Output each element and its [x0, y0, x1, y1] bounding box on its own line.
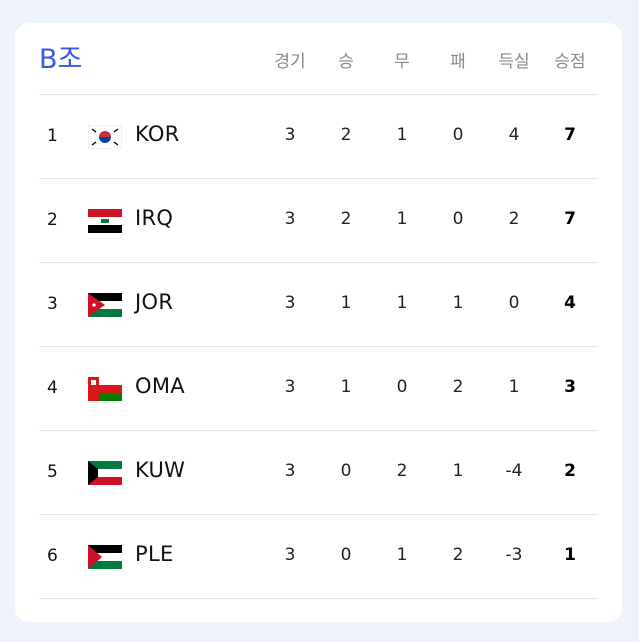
flag-palestine-icon — [88, 545, 122, 569]
flag-jordan-icon — [88, 293, 122, 317]
loss-cell: 1 — [452, 461, 464, 481]
played-cell: 3 — [284, 293, 296, 313]
goal-diff-cell: -3 — [505, 545, 523, 565]
goal-diff-cell: 4 — [508, 125, 520, 145]
divider — [39, 346, 598, 347]
draw-cell: 1 — [396, 125, 408, 145]
header-draw: 무 — [394, 52, 410, 72]
team-name: KUW — [135, 458, 186, 482]
goal-diff-cell: -4 — [505, 461, 523, 481]
points-cell: 2 — [564, 461, 576, 481]
loss-cell: 0 — [452, 209, 464, 229]
header-loss: 패 — [450, 52, 466, 72]
loss-cell: 2 — [452, 545, 464, 565]
group-title: B조 — [39, 44, 83, 75]
flag-korea-icon — [88, 125, 122, 149]
rank: 1 — [47, 126, 58, 146]
points-cell: 7 — [564, 125, 576, 145]
draw-cell: 0 — [396, 377, 408, 397]
draw-cell: 1 — [396, 209, 408, 229]
goal-diff-cell: 0 — [508, 293, 520, 313]
win-cell: 1 — [340, 377, 352, 397]
flag-iraq-icon — [88, 209, 122, 233]
loss-cell: 0 — [452, 125, 464, 145]
played-cell: 3 — [284, 377, 296, 397]
loss-cell: 1 — [452, 293, 464, 313]
divider — [39, 94, 598, 95]
table-row[interactable]: 1 KOR 3 2 1 0 4 7 — [15, 95, 622, 179]
table-row[interactable]: 3 JOR 3 1 1 1 0 4 — [15, 263, 622, 347]
divider — [39, 430, 598, 431]
flag-oman-icon — [88, 377, 122, 401]
table-row[interactable]: 2 IRQ 3 2 1 0 2 7 — [15, 179, 622, 263]
loss-cell: 2 — [452, 377, 464, 397]
header-win: 승 — [338, 52, 354, 72]
team-name: PLE — [135, 542, 174, 566]
goal-diff-cell: 2 — [508, 209, 520, 229]
divider — [39, 514, 598, 515]
header-goal-diff: 득실 — [498, 52, 530, 72]
win-cell: 0 — [340, 461, 352, 481]
goal-diff-cell: 1 — [508, 377, 520, 397]
header-played: 경기 — [274, 52, 306, 72]
draw-cell: 1 — [396, 293, 408, 313]
played-cell: 3 — [284, 545, 296, 565]
divider — [39, 598, 598, 599]
team-name: IRQ — [135, 206, 174, 230]
divider — [39, 262, 598, 263]
table-row[interactable]: 5 KUW 3 0 2 1 -4 2 — [15, 431, 622, 515]
team-name: KOR — [135, 122, 180, 146]
team-name: JOR — [135, 290, 174, 314]
rank: 2 — [47, 210, 58, 230]
standings-card: B조 경기 승 무 패 득실 승점 1 KOR 3 2 1 0 4 7 — [15, 23, 622, 622]
points-cell: 1 — [564, 545, 576, 565]
win-cell: 1 — [340, 293, 352, 313]
table-row[interactable]: 6 PLE 3 0 1 2 -3 1 — [15, 515, 622, 599]
flag-kuwait-icon — [88, 461, 122, 485]
table-row[interactable]: 4 OMA 3 1 0 2 1 3 — [15, 347, 622, 431]
rank: 4 — [47, 378, 58, 398]
draw-cell: 2 — [396, 461, 408, 481]
points-cell: 3 — [564, 377, 576, 397]
rank: 6 — [47, 546, 58, 566]
points-cell: 4 — [564, 293, 576, 313]
played-cell: 3 — [284, 461, 296, 481]
win-cell: 0 — [340, 545, 352, 565]
points-cell: 7 — [564, 209, 576, 229]
divider — [39, 178, 598, 179]
team-name: OMA — [135, 374, 185, 398]
rank: 3 — [47, 294, 58, 314]
played-cell: 3 — [284, 125, 296, 145]
played-cell: 3 — [284, 209, 296, 229]
win-cell: 2 — [340, 125, 352, 145]
rank: 5 — [47, 462, 58, 482]
win-cell: 2 — [340, 209, 352, 229]
header-points: 승점 — [554, 52, 586, 72]
draw-cell: 1 — [396, 545, 408, 565]
